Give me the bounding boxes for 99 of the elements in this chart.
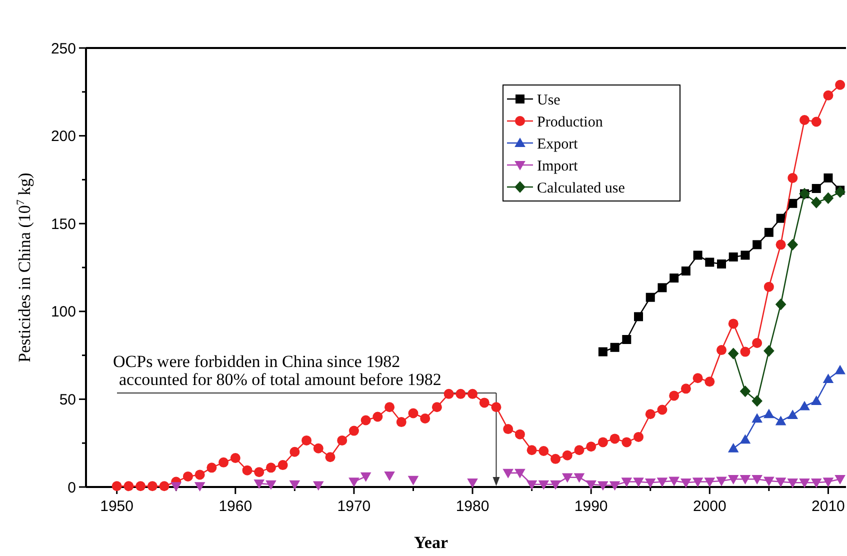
point — [562, 473, 573, 483]
point — [668, 476, 680, 486]
point — [312, 481, 324, 491]
y-tick-label: 100 — [50, 304, 76, 321]
point — [728, 348, 739, 360]
legend-label: Export — [537, 136, 579, 152]
point — [621, 478, 632, 488]
x-tick-label: 1970 — [337, 498, 371, 515]
point — [788, 198, 798, 208]
point — [658, 283, 667, 292]
point — [360, 472, 372, 482]
point — [787, 238, 798, 251]
point — [646, 292, 655, 302]
point — [289, 480, 300, 490]
point — [740, 250, 750, 260]
point — [609, 481, 620, 491]
point — [799, 478, 810, 488]
point — [776, 214, 786, 223]
point — [670, 274, 679, 283]
point — [799, 400, 810, 410]
x-tick-label: 2000 — [692, 498, 726, 515]
point — [633, 478, 644, 488]
point — [775, 416, 786, 426]
point — [728, 442, 739, 452]
point — [538, 480, 550, 490]
point — [170, 482, 182, 492]
point — [716, 476, 727, 486]
point — [740, 475, 751, 484]
point — [692, 478, 704, 488]
point — [822, 374, 834, 384]
point — [514, 468, 526, 478]
point — [824, 173, 833, 182]
legend-label: Calculated use — [537, 180, 626, 196]
y-tick-label: 250 — [50, 40, 76, 58]
point — [610, 342, 620, 352]
point — [526, 480, 538, 490]
point — [681, 266, 690, 276]
point — [644, 478, 656, 488]
point — [810, 196, 822, 208]
point — [467, 478, 478, 488]
x-tick-label: 1960 — [218, 498, 252, 515]
point — [704, 478, 716, 488]
point — [680, 478, 692, 488]
point — [622, 334, 632, 344]
point — [586, 480, 596, 490]
point — [764, 408, 774, 418]
point — [775, 298, 786, 310]
x-axis-title: Year — [414, 533, 448, 552]
legend-label: Use — [537, 92, 561, 108]
point — [693, 250, 702, 260]
point — [764, 476, 774, 486]
y-tick-label: 150 — [50, 216, 76, 233]
point — [822, 192, 834, 204]
point — [810, 478, 822, 488]
point — [810, 396, 822, 406]
x-tick-label: 1990 — [574, 498, 608, 515]
point — [812, 184, 821, 193]
point — [384, 472, 395, 481]
point — [775, 478, 786, 488]
annotation: OCPs were forbidden in China since 1982 — [113, 352, 400, 371]
y-tick-label: 200 — [50, 128, 76, 146]
point — [194, 482, 206, 492]
point — [598, 481, 608, 491]
point — [764, 228, 774, 237]
point — [752, 475, 762, 484]
point — [598, 347, 608, 356]
point — [752, 395, 762, 407]
point — [740, 434, 751, 444]
point — [787, 478, 798, 488]
point — [634, 312, 644, 322]
legend-label: Import — [537, 158, 579, 174]
x-tick-label: 1980 — [456, 498, 490, 515]
point — [502, 468, 514, 478]
x-tick-label: 1950 — [100, 498, 134, 515]
point — [834, 186, 846, 198]
point — [764, 345, 774, 357]
point — [266, 480, 276, 490]
point — [550, 480, 561, 490]
point — [752, 413, 762, 423]
point — [752, 240, 762, 250]
x-tick-label: 2010 — [812, 498, 845, 515]
point — [822, 478, 834, 488]
point — [408, 476, 419, 486]
point — [834, 364, 846, 374]
point — [834, 475, 846, 484]
annotation: accounted for 80% of total amount before 1982 — [119, 370, 442, 389]
point — [254, 479, 265, 489]
legend-label: Production — [537, 114, 604, 130]
y-tick-label: 50 — [59, 391, 76, 408]
point — [656, 478, 668, 488]
point — [574, 473, 585, 483]
point — [787, 410, 798, 420]
y-tick-label: 0 — [68, 479, 76, 496]
point — [740, 385, 751, 398]
point — [717, 259, 726, 268]
point — [705, 258, 714, 267]
point — [728, 252, 738, 262]
point — [348, 478, 360, 488]
point — [728, 475, 739, 484]
